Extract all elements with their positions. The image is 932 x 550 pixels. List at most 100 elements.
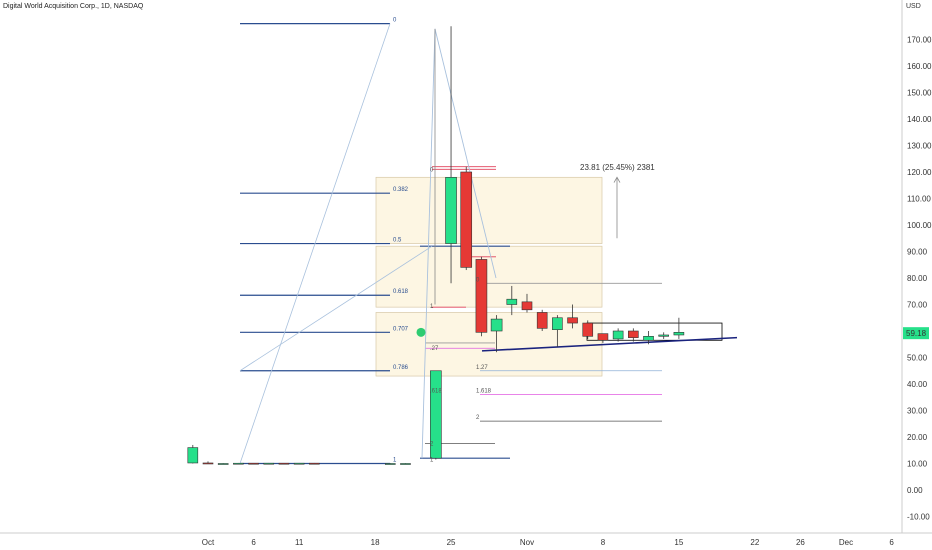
candle-27 [673,317,685,339]
candle-body [248,462,259,465]
fib-right-label-0: 0 [476,277,480,283]
fib-mid-label-4: 2 [430,442,434,448]
time-tick-label: Dec [839,538,853,547]
candle-body [612,330,624,340]
price-tick-label: 80.00 [907,274,928,283]
fib-mid-label-1: 1 [430,304,434,310]
time-tick-label: Nov [520,538,534,547]
support-line [481,336,738,352]
fib-mid-label-2: .27 [430,346,439,352]
candle-7 [293,462,305,465]
drawing-lines [239,23,738,465]
signal-dot [416,327,426,337]
candle-24 [628,328,639,342]
fib-mid-label-5: 1 [430,458,434,464]
fib-zone-1 [375,245,603,308]
measure-arrow-head [613,176,621,183]
candle-23 [612,328,624,342]
fib-left-label-6: 1 [393,458,397,464]
candle-body [202,462,214,465]
candle-body [536,312,548,329]
last-price-tag: 59.18 [903,327,929,340]
price-tick-label: -10.00 [907,513,930,522]
candle-body [293,462,305,465]
candle-1 [202,461,214,465]
candle-body [400,463,411,465]
candle-13 [460,166,473,271]
candle-body [263,462,275,465]
price-axis: -10.000.0010.0020.0030.0040.0050.0060.00… [907,36,932,522]
candle-body [278,462,290,465]
fib-left-label-0: 0 [393,18,397,24]
time-tick-label: Oct [202,538,215,547]
candle-15 [490,315,503,353]
candle-body [658,334,670,337]
candle-body [217,463,229,465]
fib-zone-0 [375,176,603,244]
fib-left-label-2: 0.5 [393,238,402,244]
measure-label: 23.81 (25.45%) 2381 [580,163,655,172]
candle-18 [536,309,548,331]
candle-body [567,317,578,324]
price-tick-label: 150.00 [907,89,932,98]
price-tick-label: 70.00 [907,301,928,310]
time-tick-label: 18 [371,538,380,547]
chart-title: Digital World Acquisition Corp., 1D, NAS… [3,3,144,10]
candle-body [552,317,563,330]
candle-16 [506,285,518,316]
time-tick-label: 25 [447,538,456,547]
price-tick-label: 100.00 [907,221,932,230]
candle-5 [263,462,275,465]
price-tick-label: 20.00 [907,433,928,442]
candle-body [430,370,442,459]
time-tick-label: 8 [601,538,606,547]
candle-2 [217,463,229,465]
candle-22 [597,333,609,343]
time-tick-label: 6 [251,538,256,547]
candle-body [187,447,199,464]
candle-6 [278,462,290,465]
candle-body [673,332,685,336]
time-tick-label: 26 [796,538,805,547]
fib-mid-label-0: 0 [430,167,434,173]
candle-19 [552,315,563,347]
currency-label: USD [906,3,921,10]
candle-14 [475,256,488,337]
price-tag-label: 59.18 [906,329,927,338]
candle-3 [233,462,244,465]
price-tick-label: 40.00 [907,380,928,389]
price-tick-label: 160.00 [907,62,932,71]
fib-zone-2 [375,312,603,377]
candlestick-series [187,26,685,465]
candle-20 [567,304,578,329]
candle-body [445,177,457,244]
candle-26 [658,332,670,339]
fib-right-label-3: 2 [476,415,480,421]
fib-left-label-5: 0.786 [393,365,409,371]
price-tick-label: 50.00 [907,354,928,363]
candle-body [597,333,609,341]
candle-body [233,462,244,465]
candle-body [521,301,533,311]
price-tick-label: 110.00 [907,195,931,204]
price-tick-label: 90.00 [907,248,928,257]
candle-body [475,259,488,333]
candle-25 [643,331,654,345]
candle-0 [187,444,199,464]
time-tick-label: 15 [674,538,683,547]
time-tick-label: 22 [750,538,759,547]
fib-labels: 00.3820.50.6180.7070.786101.271.618201.2… [393,18,492,464]
candle-body [384,463,396,465]
candle-8 [309,462,320,465]
candle-body [309,462,320,465]
fib-mid-label-3: .618 [430,389,442,395]
candle-11 [430,370,442,460]
candle-body [506,298,518,305]
candle-body [460,171,473,268]
price-tick-label: 170.00 [907,36,932,45]
price-tick-label: 130.00 [907,142,932,151]
price-tick-label: 0.00 [907,486,923,495]
candle-body [643,335,654,341]
candle-body [628,330,639,338]
